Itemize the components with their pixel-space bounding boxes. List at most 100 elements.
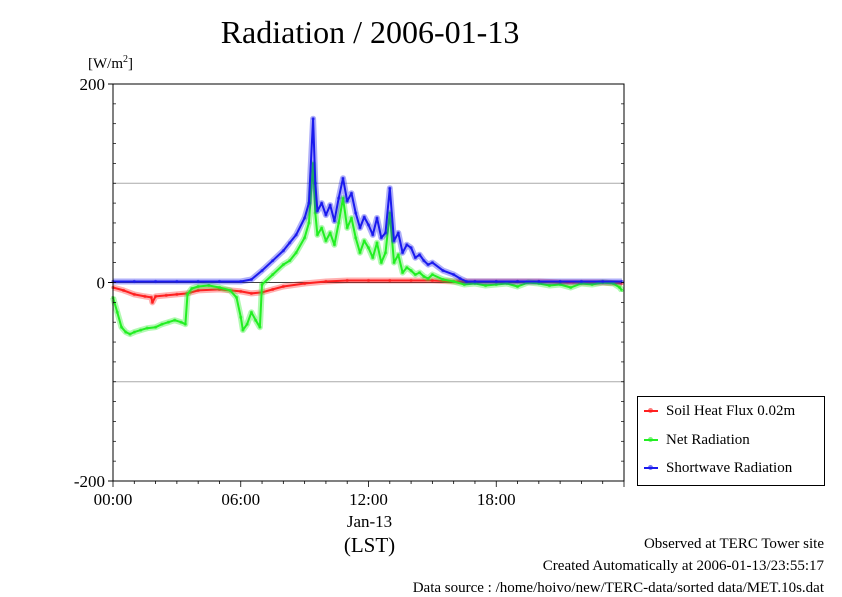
data-point-net-radiation <box>484 283 488 288</box>
data-point-soil-heat-flux-0-02m <box>239 289 243 294</box>
data-point-net-radiation <box>313 211 317 215</box>
data-point-shortwave-radiation <box>405 243 409 247</box>
unit-close: ] <box>128 56 133 72</box>
data-point-net-radiation <box>375 241 379 245</box>
data-point-shortwave-radiation <box>464 279 469 284</box>
data-point-net-radiation <box>132 330 136 334</box>
data-point-net-radiation <box>396 253 400 257</box>
data-point-soil-heat-flux-0-02m <box>303 281 307 286</box>
data-point-shortwave-radiation <box>153 279 158 284</box>
data-point-shortwave-radiation <box>196 279 200 284</box>
legend-swatch-net <box>644 437 658 442</box>
data-point-shortwave-radiation <box>366 223 371 227</box>
data-point-net-radiation <box>185 292 190 297</box>
data-point-net-radiation <box>160 322 164 326</box>
data-point-shortwave-radiation <box>303 216 307 220</box>
data-point-shortwave-radiation <box>349 191 354 195</box>
data-point-shortwave-radiation <box>400 251 405 255</box>
data-point-net-radiation <box>362 239 366 243</box>
data-point-net-radiation <box>547 283 552 288</box>
x-tick-label: 12:00 <box>349 490 388 509</box>
data-point-soil-heat-flux-0-02m <box>271 287 275 292</box>
data-point-net-radiation <box>569 285 573 290</box>
data-point-soil-heat-flux-0-02m <box>150 300 154 304</box>
data-point-soil-heat-flux-0-02m <box>143 294 147 298</box>
data-point-shortwave-radiation <box>271 259 275 263</box>
data-point-soil-heat-flux-0-02m <box>149 295 153 299</box>
data-point-net-radiation <box>239 315 243 319</box>
data-point-net-radiation <box>207 283 211 288</box>
data-point-shortwave-radiation <box>132 279 136 284</box>
data-point-net-radiation <box>337 221 341 225</box>
y-tick-label: 200 <box>80 75 106 94</box>
data-point-net-radiation <box>505 281 509 286</box>
data-point-net-radiation <box>173 318 177 322</box>
footer-created-timestamp: Created Automatically at 2006-01-13/23:5… <box>542 558 824 574</box>
series-line-shortwave-radiation <box>113 117 622 283</box>
data-point-net-radiation <box>294 251 298 255</box>
data-point-net-radiation <box>258 325 262 329</box>
data-point-shortwave-radiation <box>375 216 379 220</box>
data-point-net-radiation <box>345 226 349 230</box>
data-point-net-radiation <box>328 231 332 235</box>
data-point-net-radiation <box>349 216 354 220</box>
data-point-shortwave-radiation <box>558 279 562 284</box>
footer-observed-site: Observed at TERC Tower site <box>643 536 824 552</box>
data-point-net-radiation <box>303 236 307 240</box>
data-point-shortwave-radiation <box>413 256 417 260</box>
data-point-net-radiation <box>611 281 615 286</box>
data-point-shortwave-radiation <box>341 176 345 180</box>
data-point-net-radiation <box>426 276 430 281</box>
data-point-net-radiation <box>383 251 388 255</box>
data-point-soil-heat-flux-0-02m <box>366 278 371 283</box>
data-point-shortwave-radiation <box>239 279 243 284</box>
data-point-net-radiation <box>418 270 422 275</box>
chart-legend: Soil Heat Flux 0.02m Net Radiation Short… <box>637 396 825 486</box>
x-tick-label: 00:00 <box>94 490 133 509</box>
x-axis-unit-label: (LST) <box>344 533 395 557</box>
data-point-shortwave-radiation <box>422 259 426 263</box>
data-point-shortwave-radiation <box>409 246 413 250</box>
data-point-shortwave-radiation <box>260 268 264 273</box>
series-halo-shortwave-radiation <box>113 115 622 285</box>
y-tick-label: -200 <box>74 472 105 491</box>
data-point-net-radiation <box>166 320 170 324</box>
footer-data-source: Data source : /home/hoivo/new/TERC-data/… <box>412 580 824 596</box>
data-point-net-radiation <box>315 233 319 237</box>
y-axis-unit: [W/m2] <box>88 54 133 73</box>
data-point-net-radiation <box>400 270 405 275</box>
data-point-shortwave-radiation <box>328 203 332 207</box>
data-point-shortwave-radiation <box>281 249 285 253</box>
data-point-shortwave-radiation <box>311 117 315 121</box>
data-point-net-radiation <box>590 282 594 287</box>
data-point-soil-heat-flux-0-02m <box>430 278 434 283</box>
data-point-net-radiation <box>153 325 158 329</box>
data-point-shortwave-radiation <box>332 219 337 223</box>
data-point-shortwave-radiation <box>537 279 541 284</box>
unit-superscript: 2 <box>123 54 128 65</box>
data-point-shortwave-radiation <box>579 279 584 284</box>
data-point-net-radiation <box>241 328 245 332</box>
y-tick-label: 0 <box>97 274 106 293</box>
data-point-net-radiation <box>217 285 222 290</box>
data-point-shortwave-radiation <box>324 213 328 217</box>
legend-swatch-soil <box>644 408 658 413</box>
data-point-net-radiation <box>409 268 413 273</box>
data-point-soil-heat-flux-0-02m <box>409 278 413 283</box>
data-point-soil-heat-flux-0-02m <box>345 278 349 283</box>
data-point-net-radiation <box>341 196 345 200</box>
data-point-shortwave-radiation <box>288 241 292 245</box>
data-point-net-radiation <box>354 236 358 240</box>
data-point-shortwave-radiation <box>345 199 349 203</box>
data-point-shortwave-radiation <box>358 226 362 230</box>
data-point-shortwave-radiation <box>441 268 445 273</box>
data-point-net-radiation <box>288 259 292 263</box>
data-point-net-radiation <box>430 272 434 277</box>
data-point-net-radiation <box>320 226 324 230</box>
data-point-net-radiation <box>196 284 200 289</box>
series-lines <box>110 115 625 338</box>
chart-title: Radiation / 2006-01-13 <box>220 14 520 50</box>
data-point-soil-heat-flux-0-02m <box>122 288 126 293</box>
data-point-soil-heat-flux-0-02m <box>164 293 168 298</box>
